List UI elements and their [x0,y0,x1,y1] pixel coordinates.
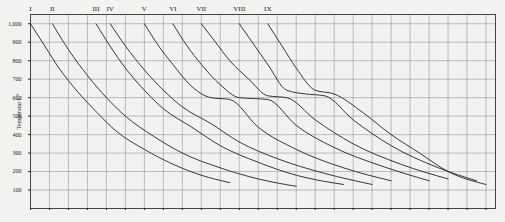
svg-text:400: 400 [13,132,22,138]
svg-text:III: III [92,5,100,13]
svg-text:II: II [50,5,55,13]
svg-text:100: 100 [13,187,22,193]
svg-text:V: V [142,5,147,13]
svg-text:Temperatur C°: Temperatur C° [16,93,22,129]
svg-text:300: 300 [13,150,22,156]
svg-text:1,000: 1,000 [8,21,22,27]
svg-text:800: 800 [13,58,22,64]
svg-text:VI: VI [169,5,177,13]
svg-text:I: I [29,5,32,13]
svg-text:900: 900 [13,39,22,45]
svg-text:200: 200 [13,168,22,174]
svg-text:VII: VII [196,5,206,13]
svg-text:700: 700 [13,76,22,82]
svg-text:IX: IX [264,5,271,13]
svg-text:VIII: VIII [233,5,246,13]
svg-text:IV: IV [107,5,114,13]
